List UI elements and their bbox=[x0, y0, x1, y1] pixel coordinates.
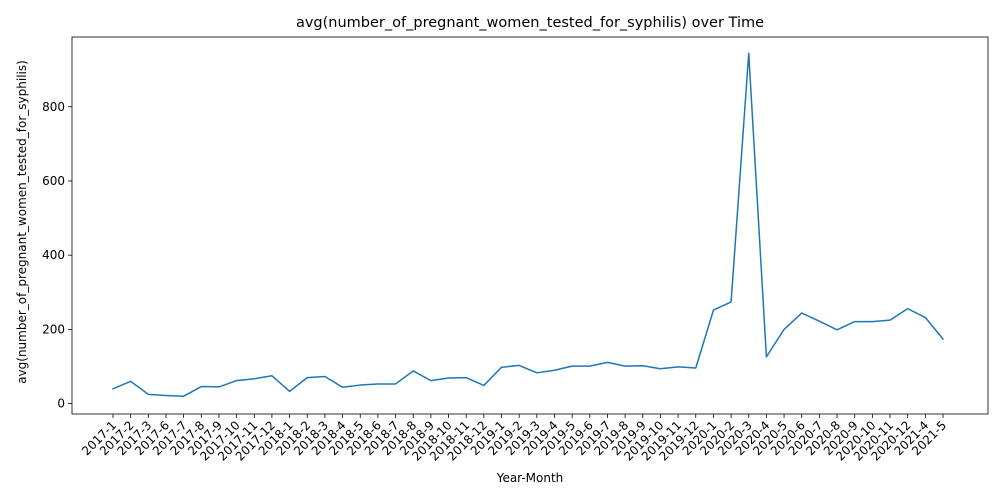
chart-title: avg(number_of_pregnant_women_tested_for_… bbox=[296, 15, 764, 31]
y-tick-label: 400 bbox=[42, 248, 65, 262]
x-axis-label: Year-Month bbox=[496, 471, 564, 485]
y-axis-ticks: 0 200 400 600 800 bbox=[42, 100, 72, 411]
y-tick-label: 800 bbox=[42, 100, 65, 114]
series-line bbox=[112, 52, 945, 397]
y-tick-label: 600 bbox=[42, 174, 65, 188]
y-axis-label: avg(number_of_pregnant_women_tested_for_… bbox=[15, 60, 29, 384]
y-tick-label: 200 bbox=[42, 322, 65, 336]
x-axis-ticks: 2017-12017-22017-32017-62017-72017-82017… bbox=[79, 414, 949, 464]
plot-frame bbox=[71, 36, 989, 415]
y-tick-label: 0 bbox=[57, 397, 65, 411]
